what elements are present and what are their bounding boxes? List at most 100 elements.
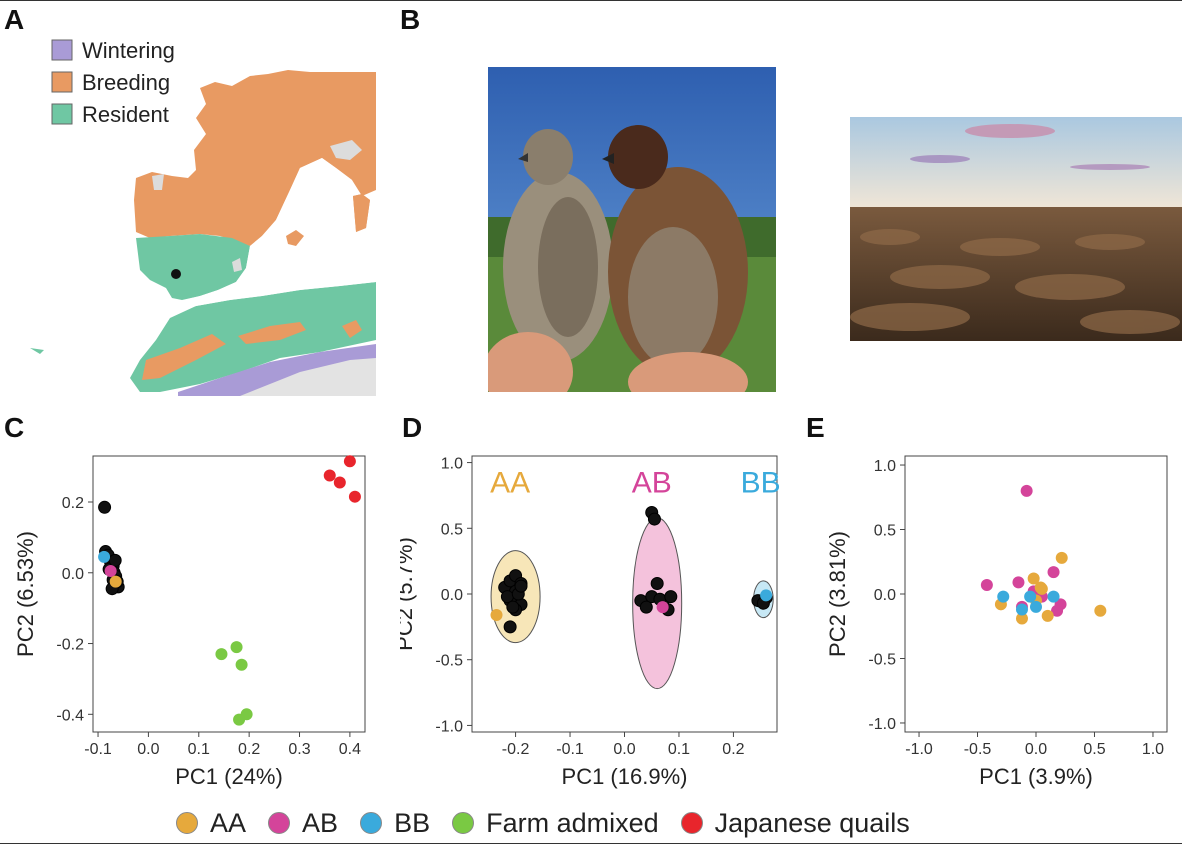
y-axis-label: PC2 (6.53%): [13, 531, 38, 657]
point-AB: [1054, 598, 1067, 611]
legend-label-japanese: Japanese quails: [714, 807, 910, 838]
x-tick-label: 0.1: [188, 741, 210, 758]
y-tick-label: -0.5: [868, 651, 896, 668]
point-AB: [1020, 484, 1033, 497]
y-tick-label: -0.4: [56, 707, 84, 724]
point-AA: [1055, 551, 1068, 564]
point-AA: [1034, 581, 1047, 594]
legend-resident: Resident: [82, 102, 169, 127]
map-breeding-africa-a: [142, 334, 226, 380]
y-tick-label: 0.0: [62, 566, 84, 583]
map-island-e: [232, 258, 242, 272]
legend-swatch-wintering: [51, 39, 73, 61]
panel-label-a: A: [4, 4, 25, 35]
x-axis-label: PC1 (24%): [175, 764, 283, 789]
x-tick-label: 0.1: [668, 741, 690, 758]
panel-label-b: B: [400, 4, 421, 35]
point-AB: [980, 578, 993, 591]
legend-item-bb: BB: [360, 808, 430, 839]
map-legend: Wintering Breeding Resident: [51, 38, 175, 127]
legend-item-japanese: Japanese quails: [680, 807, 910, 839]
legend-dot-ab: [268, 812, 291, 834]
map-breeding-region: [134, 70, 376, 246]
x-tick-label: 0.3: [288, 741, 310, 758]
map-mediterranean: [178, 158, 376, 312]
y-tick-label: 0.2: [62, 495, 84, 512]
x-tick-label: -1.0: [905, 741, 933, 758]
x-tick-label: 0.0: [1025, 741, 1047, 758]
legend-label-farm: Farm admixed: [486, 807, 659, 838]
y-axis-label: PC2 (5.7%): [400, 537, 417, 651]
legend-label-bb: BB: [394, 807, 431, 838]
legend-item-aa: AA: [176, 808, 246, 839]
y-tick-label: 0.0: [441, 587, 463, 604]
point-BB: [1015, 603, 1028, 616]
point-japanese: [333, 476, 346, 489]
point-japanese: [348, 490, 361, 503]
point-sample: [647, 512, 661, 526]
point-farm: [235, 658, 248, 671]
point-sample: [506, 600, 520, 614]
y-axis-label: PC2 (3.81%): [825, 531, 850, 657]
point-farm: [230, 641, 243, 654]
point-AB: [104, 565, 117, 577]
x-axis-label: PC1 (16.9%): [562, 764, 688, 789]
legend-swatch-breeding: [51, 71, 73, 93]
y-tick-label: 1.0: [441, 456, 463, 473]
group-label-bb: BB: [741, 466, 781, 499]
habitat-photo: [850, 117, 1182, 341]
legend-dot-farm: [452, 812, 475, 834]
map-island-c: [286, 230, 304, 246]
plot-frame-c: [92, 455, 366, 733]
point-japanese: [323, 469, 336, 482]
point-BB: [1024, 590, 1037, 603]
point-AB: [1047, 566, 1060, 579]
range-map: Wintering Breeding Resident: [30, 38, 376, 396]
point-BB: [98, 550, 111, 563]
map-coast-fragment: [30, 348, 44, 354]
legend-item-ab: AB: [268, 808, 338, 839]
x-tick-label: 0.2: [238, 741, 260, 758]
point-BB: [1030, 600, 1042, 613]
legend-label-aa: AA: [210, 807, 247, 838]
point-AA: [1041, 609, 1054, 622]
map-island-d: [353, 194, 370, 232]
point-sample: [639, 600, 653, 614]
x-axis-label: PC1 (3.9%): [979, 764, 1093, 789]
y-tick-label: -0.5: [435, 653, 463, 670]
y-tick-label: 1.0: [874, 458, 896, 475]
point-AB: [1012, 576, 1025, 589]
y-tick-label: 0.5: [874, 523, 896, 540]
point-AA: [1015, 612, 1028, 625]
point-farm: [233, 713, 246, 726]
y-tick-label: -0.2: [56, 637, 84, 654]
point-japanese: [343, 455, 356, 468]
y-tick-label: 0.5: [441, 521, 463, 538]
map-breeding-africa-c: [342, 320, 362, 338]
point-AA: [1094, 604, 1107, 617]
map-breeding-africa-b: [238, 322, 306, 344]
x-tick-label: 0.2: [722, 741, 744, 758]
point-BB: [1047, 590, 1060, 603]
point-AA: [1027, 572, 1040, 585]
point-AB: [656, 601, 669, 614]
bottom-rule: [0, 843, 1182, 844]
x-tick-label: -0.1: [556, 741, 584, 758]
point-sample: [514, 579, 528, 593]
legend-dot-japanese: [680, 812, 703, 834]
map-sahara: [240, 358, 376, 396]
x-tick-label: 0.5: [1083, 741, 1105, 758]
legend-breeding: Breeding: [82, 70, 170, 95]
y-tick-label: 0.0: [874, 587, 896, 604]
point-sample: [664, 590, 678, 604]
y-tick-label: -1.0: [868, 716, 896, 733]
top-rule: [0, 0, 1182, 1]
legend-dot-bb: [360, 812, 383, 834]
point-sample: [503, 620, 517, 634]
point-BB: [760, 589, 773, 602]
legend-wintering: Wintering: [82, 38, 175, 63]
map-sample-site: [171, 269, 181, 279]
x-tick-label: -0.5: [964, 741, 992, 758]
x-tick-label: 0.0: [137, 741, 159, 758]
map-alps: [330, 140, 362, 160]
